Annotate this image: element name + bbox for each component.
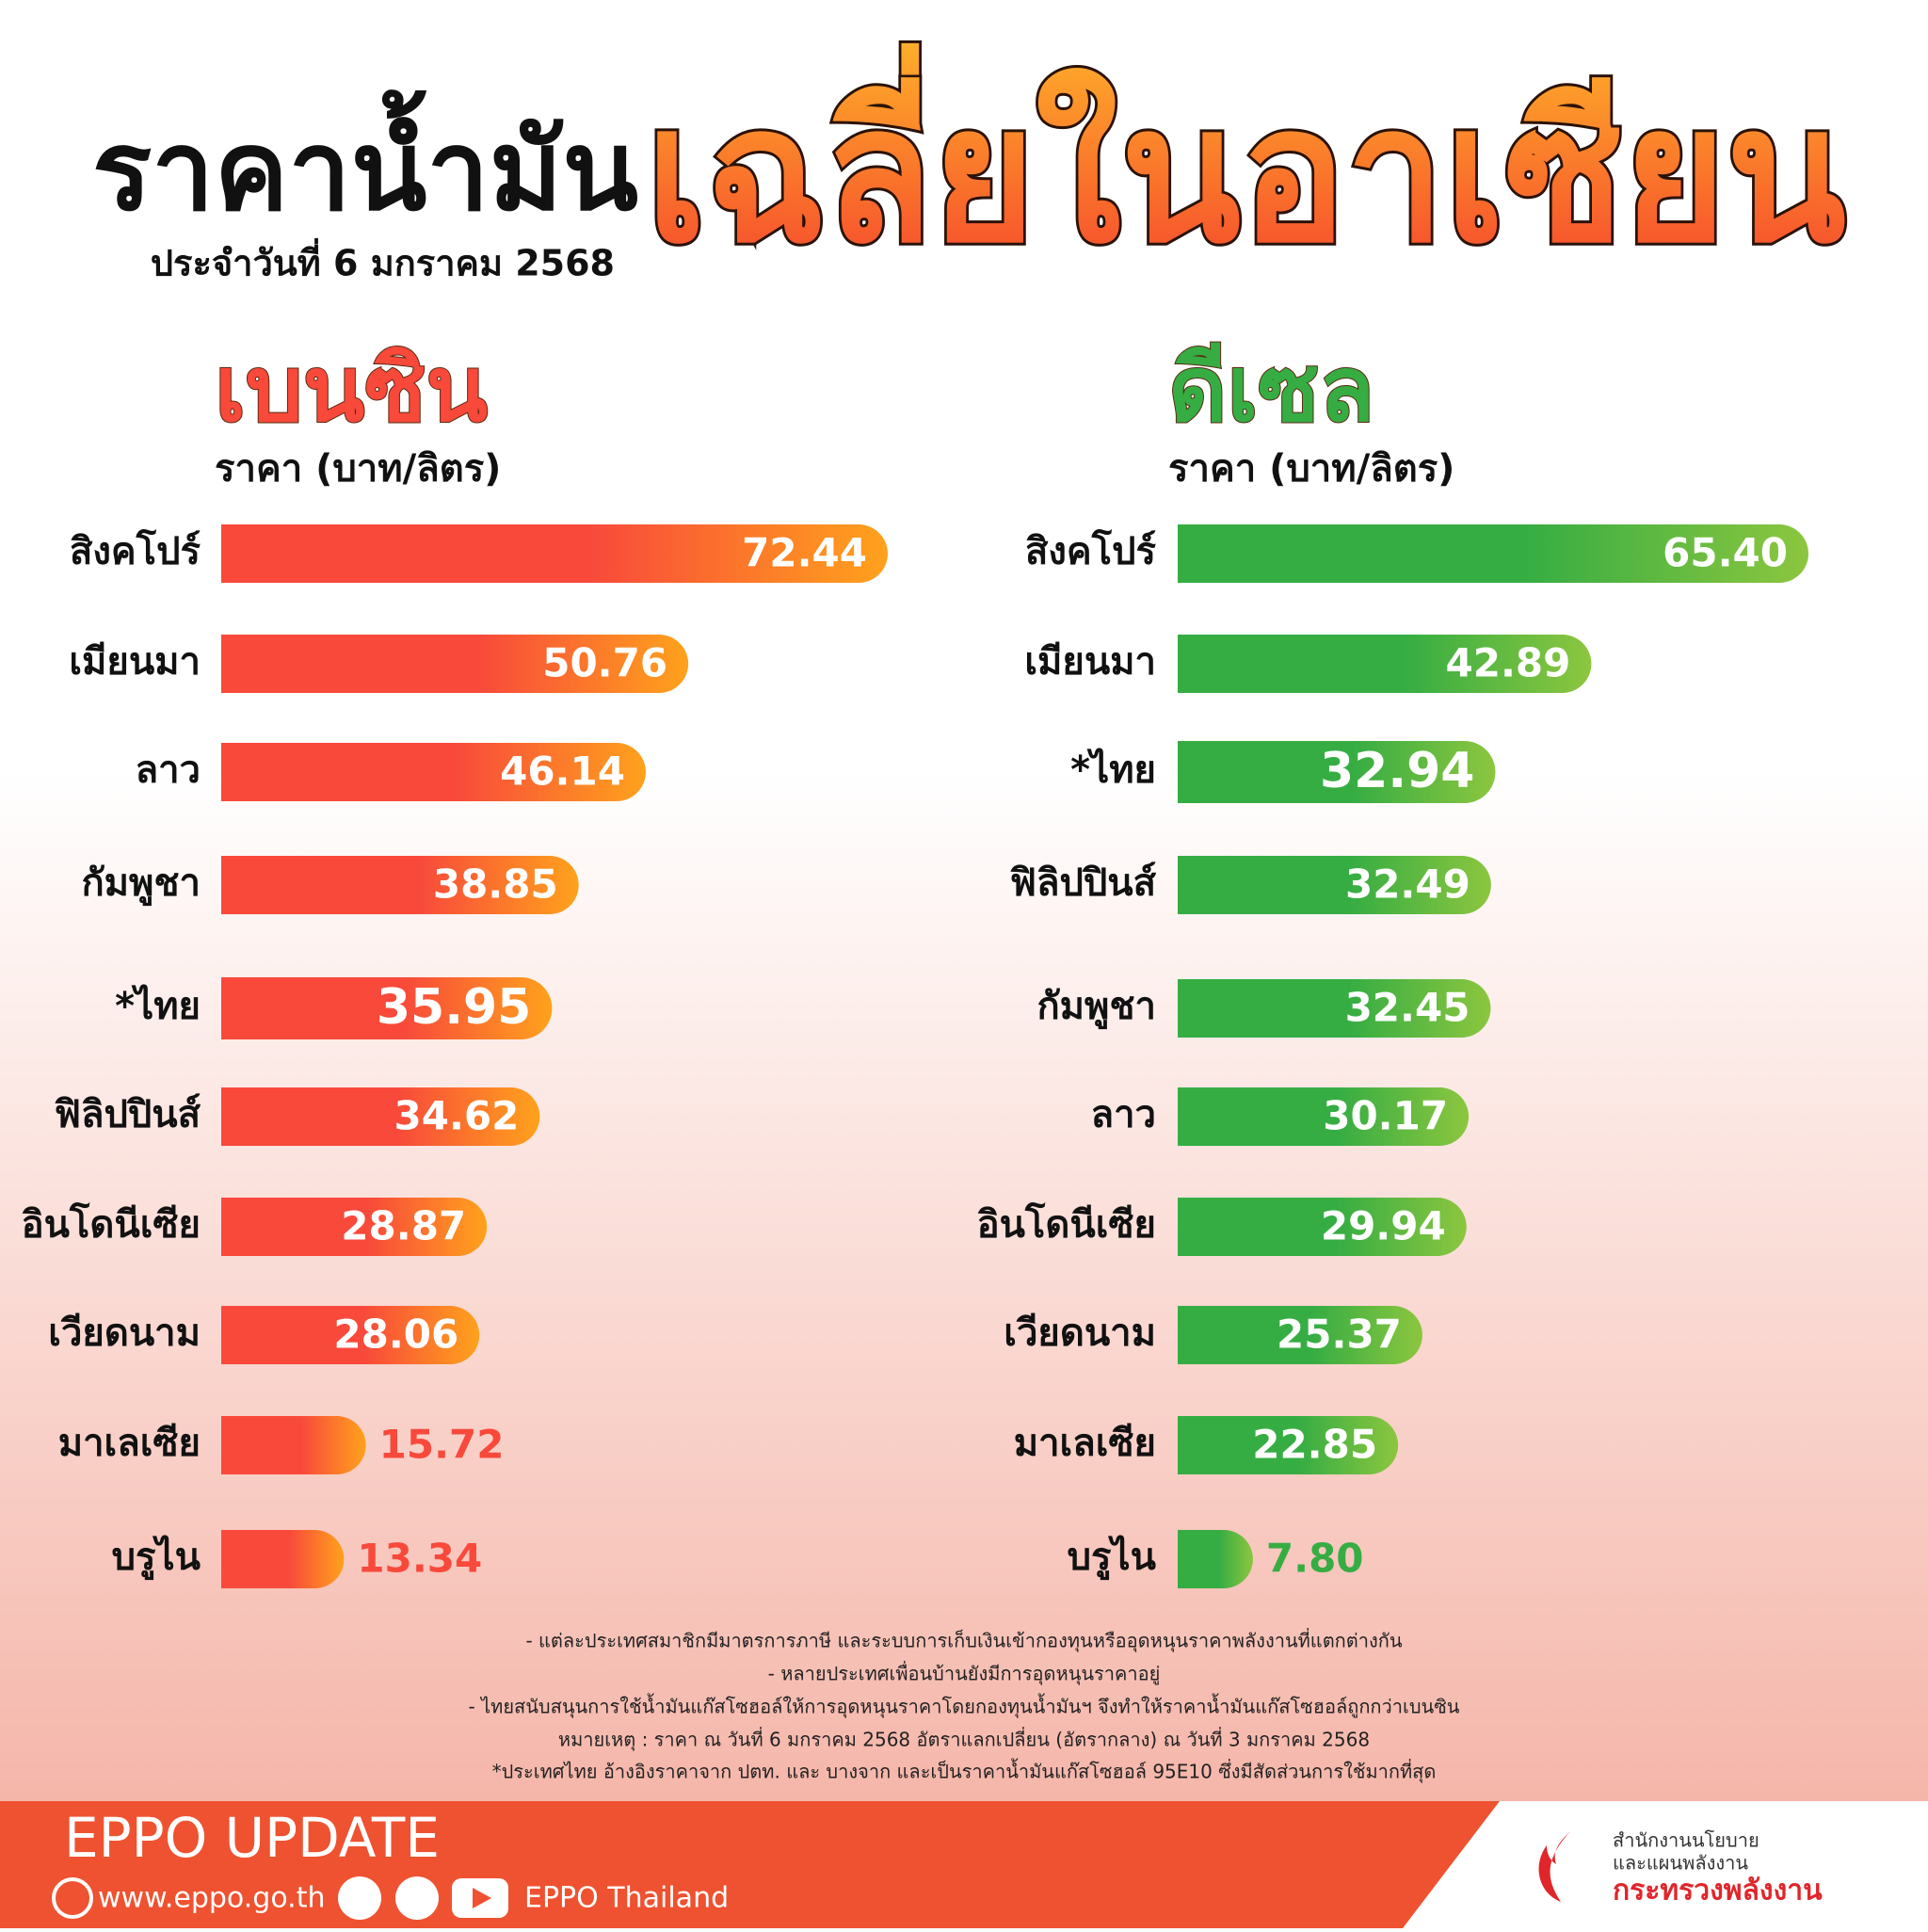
youtube-play bbox=[473, 1888, 491, 1908]
footer-logo-area bbox=[1403, 1801, 1928, 1928]
category-label: สิงคโปร์ bbox=[70, 529, 201, 573]
chart-title: เบนซิน bbox=[215, 336, 488, 442]
value-label: 32.45 bbox=[1345, 985, 1470, 1031]
bar bbox=[220, 1530, 345, 1588]
chart-title: ดีเซล bbox=[1168, 336, 1374, 442]
value-label: 22.85 bbox=[1252, 1422, 1377, 1468]
value-label: 25.37 bbox=[1277, 1312, 1402, 1358]
value-label: 35.95 bbox=[377, 979, 531, 1036]
bar bbox=[1178, 635, 1592, 693]
category-label: บรูไน bbox=[1068, 1535, 1156, 1580]
category-label: *ไทย bbox=[1070, 748, 1156, 792]
bar bbox=[220, 977, 553, 1039]
bar bbox=[1178, 741, 1496, 803]
org-logo bbox=[1538, 1831, 1570, 1902]
value-label: 13.34 bbox=[357, 1536, 482, 1582]
value-label: 32.94 bbox=[1320, 743, 1474, 799]
org-line: และแผนพลังงาน bbox=[1613, 1852, 1748, 1875]
category-label: กัมพูชา bbox=[1036, 985, 1156, 1029]
bar bbox=[1178, 1530, 1253, 1588]
category-label: อินโดนีเซีย bbox=[22, 1202, 201, 1247]
value-label: 28.06 bbox=[333, 1312, 458, 1358]
category-label: ฟิลิปปินส์ bbox=[55, 1093, 201, 1136]
footer: EPPO UPDATE www.eppo.go.th EPPO Thailand… bbox=[0, 1801, 1928, 1928]
category-label: เวียดนาม bbox=[1004, 1312, 1156, 1355]
bar bbox=[221, 524, 888, 583]
bar bbox=[221, 743, 646, 801]
org-line: สำนักงานนโยบาย bbox=[1613, 1829, 1759, 1852]
note: *ประเทศไทย อ้างอิงราคาจาก ปตท. และ บางจา… bbox=[492, 1759, 1437, 1784]
bar bbox=[1178, 979, 1491, 1038]
value-label: 28.87 bbox=[341, 1203, 466, 1249]
bar bbox=[221, 856, 579, 914]
website: www.eppo.go.th bbox=[98, 1882, 325, 1915]
chart-subtitle: ราคา (บาท/ลิตร) bbox=[1168, 447, 1454, 491]
note: - แต่ละประเทศสมาชิกมีมาตรการภาษี และระบบ… bbox=[525, 1628, 1402, 1653]
value-label: 65.40 bbox=[1663, 530, 1788, 576]
value-label: 42.89 bbox=[1446, 640, 1571, 686]
category-label: เวียดนาม bbox=[48, 1312, 201, 1355]
twitter-icon[interactable] bbox=[395, 1876, 439, 1920]
bar bbox=[1178, 1306, 1422, 1364]
value-label: 72.44 bbox=[742, 530, 867, 576]
bar-chart: เบนซินราคา (บาท/ลิตร) สิงคโปร์ 72.44 เมียนม… bbox=[22, 335, 888, 1588]
bar bbox=[221, 1416, 366, 1474]
bar bbox=[221, 1198, 488, 1256]
bar bbox=[221, 1087, 540, 1146]
category-label: เมียนมา bbox=[69, 640, 201, 684]
bar bbox=[1178, 856, 1491, 914]
social-name: EPPO Thailand bbox=[524, 1882, 729, 1915]
title: ราคาน้ำมัน bbox=[92, 89, 638, 235]
note: - ไทยสนับสนุนการใช้น้ำมันแก๊สโซฮอล์ให้กา… bbox=[469, 1694, 1460, 1719]
category-label: บรูไน bbox=[112, 1535, 201, 1580]
category-label: ลาว bbox=[136, 749, 201, 792]
value-label: 46.14 bbox=[500, 749, 625, 795]
bar bbox=[221, 635, 689, 693]
bar bbox=[1178, 1416, 1399, 1474]
highlight-title: เฉลี่ยในอาเซียน bbox=[646, 43, 1846, 285]
category-label: เมียนมา bbox=[1024, 640, 1156, 684]
note: - หลายประเทศเพื่อนบ้านยังมีการอุดหนุนราค… bbox=[768, 1661, 1161, 1686]
category-label: กัมพูชา bbox=[81, 861, 201, 906]
category-label: มาเลเซีย bbox=[1014, 1422, 1156, 1465]
chart-subtitle: ราคา (บาท/ลิตร) bbox=[215, 447, 501, 491]
facebook-icon[interactable] bbox=[338, 1876, 381, 1920]
bar bbox=[221, 1306, 480, 1364]
value-label: 29.94 bbox=[1321, 1203, 1446, 1249]
category-label: สิงคโปร์ bbox=[1025, 529, 1157, 573]
category-label: มาเลเซีย bbox=[58, 1422, 201, 1465]
category-label: ลาว bbox=[1091, 1093, 1156, 1136]
bar bbox=[1178, 1198, 1467, 1256]
category-label: อินโดนีเซีย bbox=[977, 1202, 1156, 1247]
notes: - แต่ละประเทศสมาชิกมีมาตรการภาษี และระบบ… bbox=[469, 1628, 1460, 1784]
bar bbox=[1178, 524, 1808, 583]
value-label: 15.72 bbox=[379, 1422, 505, 1468]
note: หมายเหตุ : ราคา ณ วันที่ 6 มกราคม 2568 อ… bbox=[558, 1727, 1370, 1752]
category-label: *ไทย bbox=[115, 984, 201, 1028]
value-label: 32.49 bbox=[1345, 861, 1470, 908]
brand: EPPO UPDATE bbox=[64, 1806, 440, 1870]
subtitle: ประจำวันที่ 6 มกราคม 2568 bbox=[151, 238, 615, 284]
value-label: 30.17 bbox=[1323, 1093, 1448, 1139]
value-label: 7.80 bbox=[1266, 1536, 1364, 1582]
value-label: 34.62 bbox=[394, 1093, 520, 1139]
bar bbox=[1178, 1087, 1470, 1146]
globe-icon bbox=[52, 1877, 93, 1919]
value-label: 38.85 bbox=[433, 861, 558, 908]
org-line: กระทรวงพลังงาน bbox=[1613, 1875, 1823, 1908]
value-label: 50.76 bbox=[542, 640, 667, 686]
category-label: ฟิลิปปินส์ bbox=[1010, 861, 1157, 905]
